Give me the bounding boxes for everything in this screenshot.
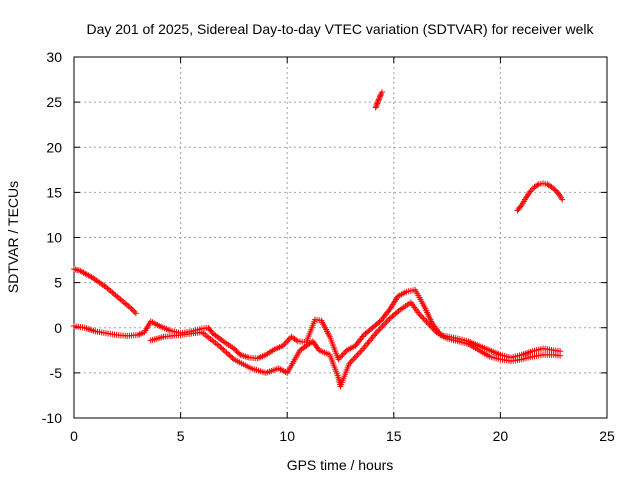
data-point <box>373 103 380 110</box>
data-point <box>376 318 383 325</box>
data-point <box>233 348 240 355</box>
data-point <box>372 104 379 111</box>
data-point <box>234 349 241 356</box>
chart-title: Day 201 of 2025, Sidereal Day-to-day VTE… <box>86 21 594 37</box>
data-point <box>419 314 426 321</box>
data-point <box>128 305 135 312</box>
data-point <box>125 303 132 310</box>
data-point <box>112 292 119 299</box>
data-point <box>556 191 563 198</box>
data-point <box>341 350 348 357</box>
data-point <box>122 300 129 307</box>
data-point <box>376 326 383 333</box>
data-point <box>380 321 387 328</box>
y-tick-label: 15 <box>46 184 62 200</box>
data-point <box>375 97 382 104</box>
data-point <box>379 323 386 330</box>
data-point <box>218 345 225 352</box>
data-point <box>357 348 364 355</box>
axis-ticks: 0 5 10 15 20 25 -10 -5 0 5 10 15 20 25 30 <box>42 49 615 444</box>
y-tick-label: -10 <box>42 410 62 426</box>
data-point <box>375 96 382 103</box>
data-point <box>230 345 237 352</box>
data-point <box>355 350 362 357</box>
y-tick-label: 25 <box>46 94 62 110</box>
x-tick-label: 0 <box>70 428 78 444</box>
data-point <box>382 320 389 327</box>
data-point <box>221 348 228 355</box>
data-point <box>224 350 231 357</box>
data-point <box>376 93 383 100</box>
data-point <box>223 349 230 356</box>
data-point <box>117 296 124 303</box>
data-point <box>420 315 427 322</box>
data-point <box>217 344 224 351</box>
x-tick-label: 10 <box>279 428 295 444</box>
data-point <box>229 354 236 361</box>
data-point <box>107 288 114 295</box>
y-tick-label: 5 <box>54 275 62 291</box>
data-point <box>348 357 355 364</box>
data-point <box>115 294 122 301</box>
y-tick-label: 20 <box>46 139 62 155</box>
data-point <box>114 293 121 300</box>
data-point <box>534 182 541 189</box>
data-point <box>220 346 227 353</box>
data-point <box>377 92 384 99</box>
x-tick-label: 15 <box>386 428 402 444</box>
data-point <box>379 89 386 96</box>
x-axis-label: GPS time / hours <box>287 457 394 473</box>
data-point <box>232 346 239 353</box>
grid-lines <box>74 57 607 418</box>
data-point <box>354 351 361 358</box>
x-tick-label: 20 <box>493 428 509 444</box>
data-points <box>71 89 566 390</box>
data-point <box>557 352 564 359</box>
data-point <box>106 286 113 293</box>
data-point <box>110 290 117 297</box>
x-tick-label: 25 <box>599 428 615 444</box>
data-point <box>109 289 116 296</box>
data-point <box>338 353 345 360</box>
data-point <box>350 356 357 363</box>
data-point <box>208 328 215 335</box>
data-point <box>126 304 133 311</box>
data-point <box>559 196 566 203</box>
data-point <box>132 310 139 317</box>
data-point <box>517 203 524 210</box>
data-point <box>383 318 390 325</box>
data-point <box>375 327 382 334</box>
data-point <box>374 100 381 107</box>
data-point <box>282 339 289 346</box>
y-axis-label: SDTVAR / TECUs <box>5 181 21 293</box>
data-point <box>131 308 138 315</box>
data-point <box>385 317 392 324</box>
y-tick-label: -5 <box>50 365 63 381</box>
data-point <box>129 307 136 314</box>
data-point <box>118 297 125 304</box>
y-tick-label: 30 <box>46 49 62 65</box>
data-point <box>353 353 360 360</box>
y-tick-label: 10 <box>46 230 62 246</box>
data-point <box>120 299 127 306</box>
x-tick-label: 5 <box>177 428 185 444</box>
data-point <box>226 352 233 359</box>
data-point <box>417 312 424 319</box>
data-point <box>376 95 383 102</box>
data-point <box>227 353 234 360</box>
data-point <box>351 354 358 361</box>
y-tick-label: 0 <box>54 320 62 336</box>
data-point <box>378 324 385 331</box>
data-point <box>373 101 380 108</box>
data-point <box>215 342 222 349</box>
data-point <box>123 301 130 308</box>
data-point <box>374 99 381 106</box>
data-point <box>138 330 145 337</box>
data-point <box>284 338 291 345</box>
